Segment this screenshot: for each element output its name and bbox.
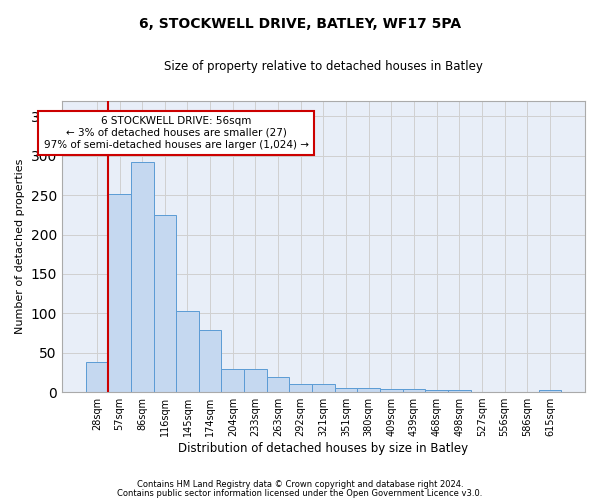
Text: Contains public sector information licensed under the Open Government Licence v3: Contains public sector information licen… [118, 490, 482, 498]
Text: 6, STOCKWELL DRIVE, BATLEY, WF17 5PA: 6, STOCKWELL DRIVE, BATLEY, WF17 5PA [139, 18, 461, 32]
Bar [131, 162, 154, 392]
Bar [403, 389, 425, 392]
Text: Contains HM Land Registry data © Crown copyright and database right 2024.: Contains HM Land Registry data © Crown c… [137, 480, 463, 489]
Y-axis label: Number of detached properties: Number of detached properties [15, 158, 25, 334]
X-axis label: Distribution of detached houses by size in Batley: Distribution of detached houses by size … [178, 442, 469, 455]
Bar [108, 194, 131, 392]
Bar [199, 330, 221, 392]
Bar [448, 390, 470, 392]
Text: 6 STOCKWELL DRIVE: 56sqm
← 3% of detached houses are smaller (27)
97% of semi-de: 6 STOCKWELL DRIVE: 56sqm ← 3% of detache… [44, 116, 308, 150]
Bar [221, 369, 244, 392]
Title: Size of property relative to detached houses in Batley: Size of property relative to detached ho… [164, 60, 483, 73]
Bar [539, 390, 561, 392]
Bar [289, 384, 312, 392]
Bar [86, 362, 108, 392]
Bar [176, 311, 199, 392]
Bar [312, 384, 335, 392]
Bar [425, 390, 448, 392]
Bar [335, 388, 358, 392]
Bar [358, 388, 380, 392]
Bar [267, 377, 289, 392]
Bar [244, 369, 267, 392]
Bar [154, 215, 176, 392]
Bar [380, 389, 403, 392]
